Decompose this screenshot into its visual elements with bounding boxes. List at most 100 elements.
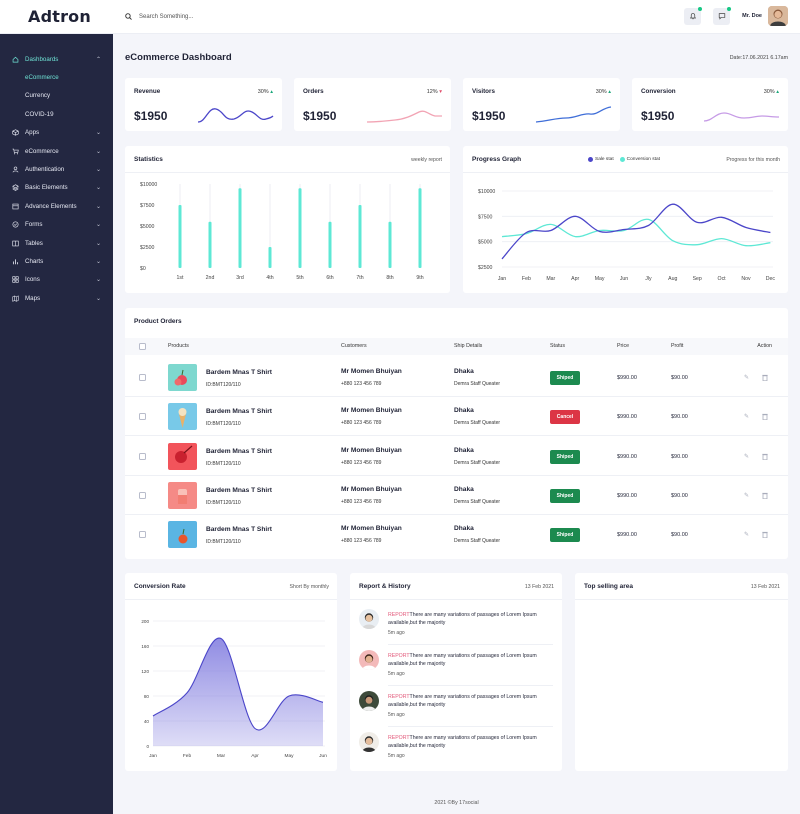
row-checkbox[interactable] xyxy=(139,452,146,460)
report-message: There are many variations of passages of… xyxy=(388,612,537,626)
sidebar-item-label: Apps xyxy=(25,129,40,137)
chevron-down-icon: ⌄ xyxy=(95,258,101,265)
bar xyxy=(208,221,212,268)
sidebar-item-charts[interactable]: Charts ⌄ xyxy=(0,252,113,270)
sidebar-item-forms[interactable]: Forms ⌄ xyxy=(0,216,113,234)
sidebar-item-authentication[interactable]: Authentication ⌄ xyxy=(0,160,113,178)
y-tick-label: $7500 xyxy=(478,214,493,220)
sidebar-item-icons[interactable]: Icons ⌄ xyxy=(0,271,113,289)
search-bar[interactable]: Search Something... xyxy=(125,13,193,20)
edit-icon[interactable]: ✎ xyxy=(744,532,750,539)
sidebar-item-tables[interactable]: Tables ⌄ xyxy=(0,234,113,252)
report-message: There are many variations of passages of… xyxy=(388,653,537,667)
bar-chart-icon xyxy=(12,258,19,265)
report-item[interactable]: REPORTThere are many variations of passa… xyxy=(359,650,553,691)
conversion-area-chart: 0 40 80 120 160 200 Jan Feb Mar Apr May Jun xyxy=(141,619,327,759)
form-icon xyxy=(12,221,19,228)
table-row[interactable]: Bardem Mnas T Shirt ID:BMT120/110 Mr Momen… xyxy=(125,515,788,554)
user-avatar[interactable] xyxy=(768,6,788,26)
y-tick-label: $5000 xyxy=(478,240,493,246)
area-fill xyxy=(153,637,323,746)
row-checkbox[interactable] xyxy=(139,491,146,499)
sidebar-subitem-currency[interactable]: Currency xyxy=(25,92,51,100)
sidebar-subitem-ecommerce[interactable]: eCommerce xyxy=(25,74,59,82)
sidebar-item-ecommerce[interactable]: eCommerce ⌄ xyxy=(0,142,113,160)
product-image xyxy=(168,481,197,509)
notification-button[interactable] xyxy=(684,6,703,25)
app-logo[interactable]: Adtron xyxy=(28,7,91,26)
customer-name: Mr Momen Bhuiyan xyxy=(341,485,402,493)
delete-icon[interactable] xyxy=(762,531,768,540)
sidebar: Dashboards ⌃ eCommerce Currency COVID-19… xyxy=(0,34,113,814)
x-tick-label: Mar xyxy=(546,276,555,282)
delete-icon[interactable] xyxy=(762,492,768,501)
customer-phone: +880 123 456 789 xyxy=(341,420,382,427)
sidebar-item-dashboards[interactable]: Dashboards ⌃ xyxy=(0,50,113,68)
report-avatar xyxy=(359,609,379,629)
sidebar-item-maps[interactable]: Maps ⌄ xyxy=(0,289,113,307)
column-header[interactable]: Action xyxy=(757,343,772,349)
chevron-down-icon: ⌄ xyxy=(95,240,101,247)
layers-icon xyxy=(12,184,19,192)
product-name[interactable]: Bardem Mnas T Shirt xyxy=(206,447,272,455)
card-title: Product Orders xyxy=(134,318,182,325)
sidebar-subitem-covid[interactable]: COVID-19 xyxy=(25,110,54,118)
x-tick-label: Feb xyxy=(522,276,531,282)
kpi-card-orders: Orders 12% ▾ $1950 xyxy=(294,78,451,131)
x-tick-label: Feb xyxy=(183,753,192,759)
column-header[interactable]: Profit xyxy=(671,343,684,349)
select-all-checkbox[interactable] xyxy=(139,343,146,350)
edit-icon[interactable]: ✎ xyxy=(744,375,750,381)
statistics-card: Statistics weekly report $0 $2500 $5000 $75… xyxy=(125,146,450,293)
search-input[interactable]: Search Something... xyxy=(139,13,194,20)
edit-icon[interactable]: ✎ xyxy=(744,453,750,460)
report-item[interactable]: REPORTThere are many variations of passa… xyxy=(359,609,553,650)
delete-icon[interactable] xyxy=(762,413,768,422)
product-name[interactable]: Bardem Mnas T Shirt xyxy=(206,486,272,494)
product-name[interactable]: Bardem Mnas T Shirt xyxy=(206,526,272,534)
product-name[interactable]: Bardem Mnas T Shirt xyxy=(206,369,272,376)
messages-button[interactable] xyxy=(713,6,732,25)
table-row[interactable]: Bardem Mnas T Shirt ID:BMT120/110 Mr Momen… xyxy=(125,437,788,476)
delete-icon[interactable] xyxy=(762,374,768,383)
ship-city: Dhaka xyxy=(454,525,474,533)
sidebar-item-basic-elements[interactable]: Basic Elements ⌄ xyxy=(0,179,113,197)
column-header[interactable]: Ship Details xyxy=(454,343,483,349)
column-header[interactable]: Price xyxy=(617,343,630,349)
top-bar: Adtron Search Something... Mr. Doe xyxy=(0,0,800,34)
x-tick-label: Nov xyxy=(741,276,751,282)
sidebar-item-label: Icons xyxy=(25,276,40,284)
sidebar-item-advance-elements[interactable]: Advance Elements ⌄ xyxy=(0,197,113,215)
edit-icon[interactable]: ✎ xyxy=(744,414,750,421)
x-tick-label: Mar xyxy=(217,753,226,759)
column-header[interactable]: Status xyxy=(550,343,566,349)
report-time: 5m ago xyxy=(388,671,405,677)
card-subtitle[interactable]: Short By monthly xyxy=(289,584,330,590)
report-item[interactable]: REPORTThere are many variations of passa… xyxy=(359,732,553,773)
sidebar-item-apps[interactable]: Apps ⌄ xyxy=(0,124,113,142)
report-text: REPORTThere are many variations of passa… xyxy=(388,611,558,627)
product-orders-card: Product Orders Products Customers Ship D… xyxy=(125,308,788,559)
footer: 2021 ©By 17social xyxy=(434,800,479,806)
sidebar-item-label: Maps xyxy=(25,294,41,302)
row-checkbox[interactable] xyxy=(139,413,146,421)
product-name[interactable]: Bardem Mnas T Shirt xyxy=(206,408,272,416)
report-item[interactable]: REPORTThere are many variations of passa… xyxy=(359,691,553,732)
column-header[interactable]: Customers xyxy=(341,343,367,349)
row-checkbox[interactable] xyxy=(139,374,146,381)
card-subtitle[interactable]: weekly report xyxy=(411,157,442,163)
table-row[interactable]: Bardem Mnas T Shirt ID:BMT120/110 Mr Momen… xyxy=(125,476,788,515)
user-icon xyxy=(12,166,19,173)
card-subtitle[interactable]: Progress for this month xyxy=(726,157,780,163)
edit-icon[interactable]: ✎ xyxy=(744,492,750,499)
x-tick-label: 8th xyxy=(386,275,393,281)
chevron-up-icon: ⌃ xyxy=(95,56,101,63)
ship-city: Dhaka xyxy=(454,485,474,493)
row-checkbox[interactable] xyxy=(139,531,146,539)
table-row[interactable]: Bardem Mnas T Shirt ID:BMT120/110 Mr Momen… xyxy=(125,397,788,437)
delete-icon[interactable] xyxy=(762,453,768,462)
table-row[interactable]: Bardem Mnas T Shirt ID:BMT120/110 Mr Momen… xyxy=(125,358,788,397)
column-header[interactable]: Products xyxy=(168,343,189,349)
legend-dot-sale xyxy=(588,157,593,162)
user-name[interactable]: Mr. Doe xyxy=(742,13,762,19)
